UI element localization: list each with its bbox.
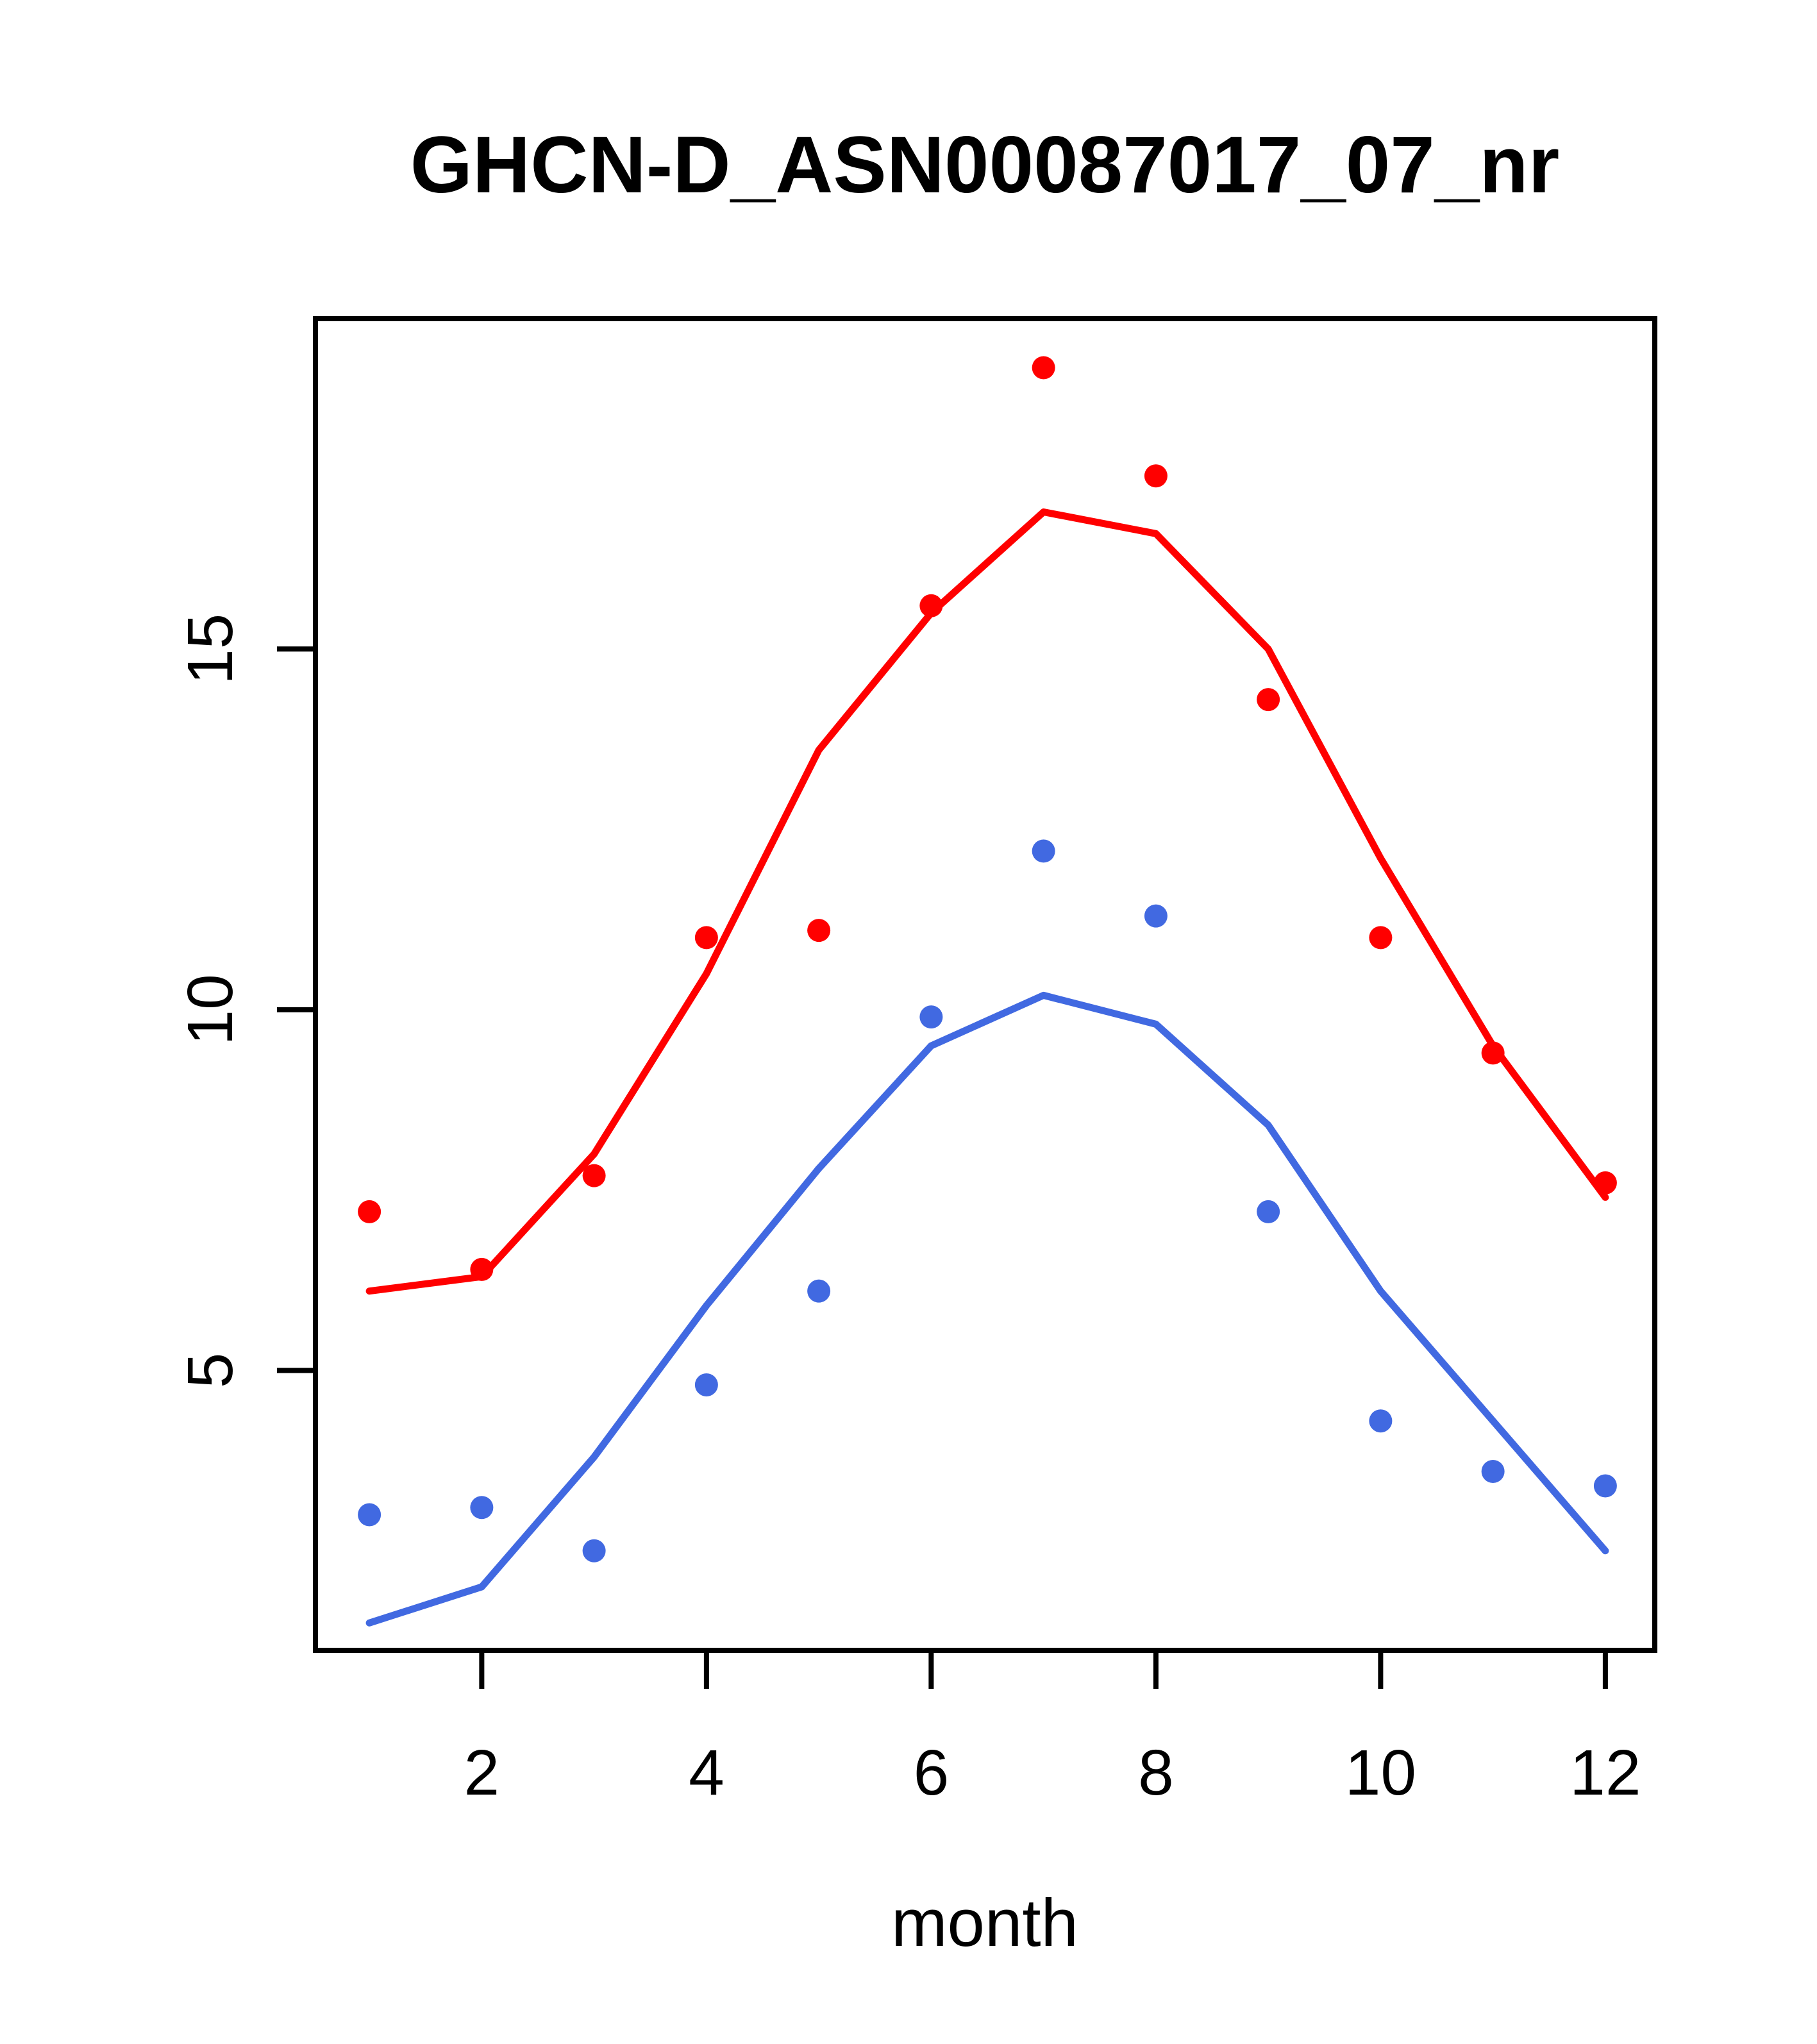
series-layer [358, 356, 1617, 1627]
y-tick-label: 15 [174, 614, 246, 685]
blue-dots-point [1481, 1459, 1505, 1483]
x-tick-label: 6 [914, 1737, 950, 1809]
axes-layer: 2 4 6 8 10 12 5 10 15 [174, 316, 1657, 1809]
plot-border [313, 316, 1657, 1653]
blue-dots-point [1593, 1474, 1617, 1498]
red-dots-point [1032, 356, 1055, 380]
x-tick-label: 8 [1138, 1737, 1174, 1809]
red-dots-point [694, 926, 718, 950]
red-dots-point [1257, 688, 1280, 712]
blue-dots-point [1257, 1200, 1280, 1223]
blue-dots-point [919, 1005, 943, 1029]
blue-dots-point [358, 1503, 381, 1527]
chart-title: GHCN-D_ASN00087017_07_nr [410, 121, 1560, 210]
red-dots-point [1144, 464, 1168, 488]
blue-dots-point [807, 1279, 831, 1303]
blue-curve-line [365, 991, 1609, 1627]
blue-dots-point [1032, 839, 1055, 863]
x-axis-label: month [891, 1886, 1078, 1961]
blue-dots-point [694, 1373, 718, 1396]
blue-dots-point [582, 1539, 606, 1562]
red-dots-point [358, 1200, 381, 1223]
blue-dots-point [1369, 1409, 1393, 1433]
red-curve-line [365, 508, 1609, 1295]
blue-dots-point [470, 1496, 494, 1520]
red-dots-point [807, 919, 831, 942]
x-tick-label: 2 [464, 1737, 500, 1809]
blue-dots-point [1144, 904, 1168, 928]
y-tick-label: 5 [174, 1353, 246, 1389]
x-tick-label: 4 [689, 1737, 724, 1809]
y-tick-label: 10 [174, 974, 246, 1045]
red-dots-point [582, 1164, 606, 1187]
x-tick-label: 12 [1570, 1737, 1641, 1809]
x-tick-label: 10 [1345, 1737, 1416, 1809]
red-dots-point [1369, 926, 1393, 950]
